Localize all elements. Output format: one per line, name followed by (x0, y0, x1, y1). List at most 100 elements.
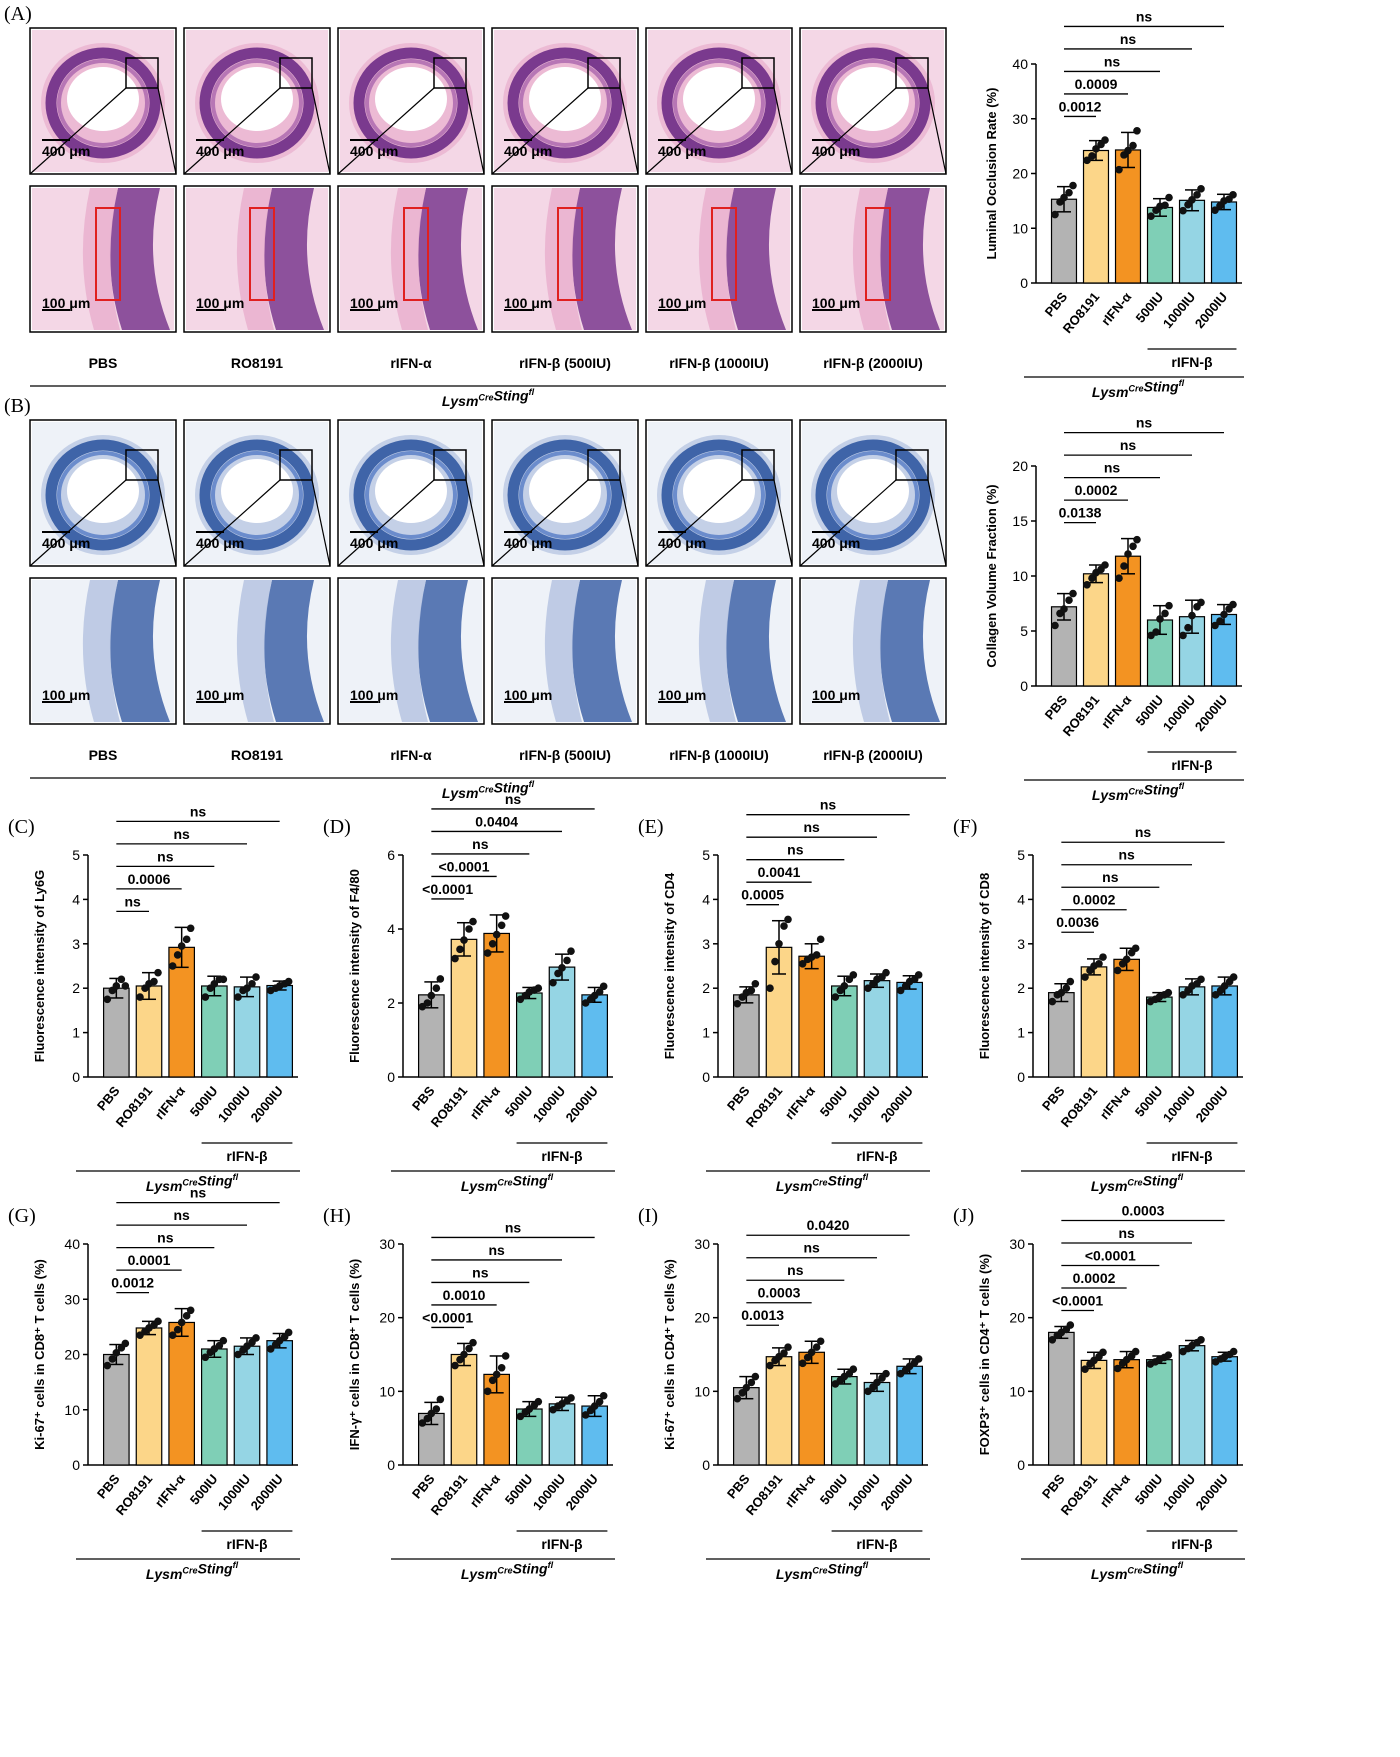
data-point (168, 1331, 177, 1339)
comparison-label: ns (173, 1207, 190, 1223)
bar-chart-F: (F) 0 1 2 3 4 5 Fluorescence intensity of CD8 PB… (953, 816, 1245, 1194)
data-point (1048, 997, 1057, 1006)
y-axis-label: Luminal Occlusion Rate (%) (984, 88, 999, 260)
inner-wall (519, 451, 611, 539)
data-point (1179, 991, 1187, 999)
comparison-label: ns (1104, 53, 1121, 69)
magnified-tile: 100 μm (29, 185, 177, 333)
zoom-box (895, 57, 929, 89)
cartilage-ring (45, 439, 161, 551)
data-point (432, 984, 441, 992)
bar (266, 1340, 294, 1466)
x-tick-label: rIFN-α (1097, 1471, 1133, 1510)
genotype-text: Lysm (1091, 1178, 1128, 1194)
intima-band (82, 188, 120, 330)
comparison-label: ns (1136, 8, 1153, 24)
lumen (375, 459, 447, 523)
genotype-text: Lysm (146, 1178, 183, 1194)
genotype-superscript: fl (529, 387, 535, 397)
comparison-label: ns (173, 826, 190, 842)
bar (732, 994, 760, 1078)
data-point (177, 1318, 186, 1327)
data-point (840, 982, 849, 990)
data-point (733, 1394, 742, 1403)
bar (830, 985, 858, 1078)
x-tick-label: rIFN-α (1098, 289, 1134, 328)
x-tick-label: 1000IU (1160, 1471, 1198, 1513)
lumen (529, 67, 601, 131)
bar (1145, 996, 1173, 1078)
data-point (1129, 141, 1137, 150)
genotype-label: LysmCreStingfl (442, 387, 535, 409)
bar (1114, 555, 1142, 687)
data-point (1156, 615, 1164, 623)
comparison-label: ns (505, 791, 522, 807)
y-tick-label: 20 (379, 1310, 395, 1326)
cartilage-ring (353, 439, 469, 551)
data-point (469, 917, 477, 926)
y-tick-label: 20 (1012, 166, 1028, 182)
intima-band (698, 188, 736, 330)
data-point (136, 993, 144, 1001)
genotype-text: Sting (1144, 378, 1179, 394)
y-tick-label: 5 (1020, 623, 1028, 639)
data-point (497, 921, 506, 930)
zoom-connector (619, 479, 639, 567)
data-point (168, 962, 177, 970)
data-point (182, 935, 191, 944)
scale-bar-label: 100 μm (42, 687, 90, 703)
zoom-box (433, 449, 467, 481)
data-point (234, 993, 242, 1001)
y-tick-label: 0 (72, 1069, 80, 1085)
data-point (816, 1337, 825, 1346)
genotype-text: Lysm (461, 1566, 498, 1582)
genotype-superscript: fl (529, 779, 535, 789)
lumen (529, 459, 601, 523)
data-point (243, 984, 251, 992)
data-point (210, 979, 219, 988)
data-point (1164, 1351, 1173, 1360)
comparison-label: ns (1136, 415, 1153, 431)
group-label: rIFN-α (390, 355, 432, 371)
comparison-label: ns (488, 1242, 505, 1258)
bar (135, 1327, 163, 1466)
y-tick-label: 10 (1012, 568, 1028, 584)
comparison-label: ns (787, 842, 804, 858)
data-point (1197, 185, 1205, 193)
cartilage-band (879, 188, 940, 330)
bar (896, 1365, 924, 1466)
cartilage-band (879, 580, 940, 722)
bar (1113, 958, 1141, 1078)
data-point (112, 1349, 121, 1357)
bar (1080, 1359, 1108, 1466)
data-point (219, 1336, 228, 1345)
bar (798, 955, 826, 1078)
data-point (1133, 535, 1141, 544)
genotype-text: Sting (513, 1560, 548, 1576)
data-point (427, 991, 436, 1000)
data-point (1131, 1347, 1140, 1356)
comparison-label: 0.0012 (111, 1275, 154, 1291)
comparison-label: ns (820, 797, 837, 813)
inner-wall (211, 451, 303, 539)
y-tick-label: 0 (387, 1457, 395, 1473)
data-point (1088, 574, 1096, 582)
y-tick-label: 0 (72, 1457, 80, 1473)
data-point (1197, 598, 1205, 607)
zoom-connector (619, 87, 639, 175)
zoom-connector (311, 479, 331, 567)
comparison-label: ns (190, 1185, 207, 1201)
y-tick-label: 30 (379, 1236, 395, 1252)
data-point (436, 1395, 445, 1404)
inner-wall (57, 451, 149, 539)
zoom-box (587, 57, 621, 89)
data-point (534, 984, 543, 992)
overview-tile: 400 μm (799, 27, 947, 175)
comparison-label: ns (124, 893, 141, 909)
scale-bar-label: 400 μm (658, 535, 706, 551)
data-point (451, 954, 459, 963)
genotype-superscript: fl (863, 1172, 869, 1182)
bar (1178, 1345, 1206, 1466)
panel-letter: (F) (953, 816, 977, 838)
data-point (103, 995, 112, 1004)
